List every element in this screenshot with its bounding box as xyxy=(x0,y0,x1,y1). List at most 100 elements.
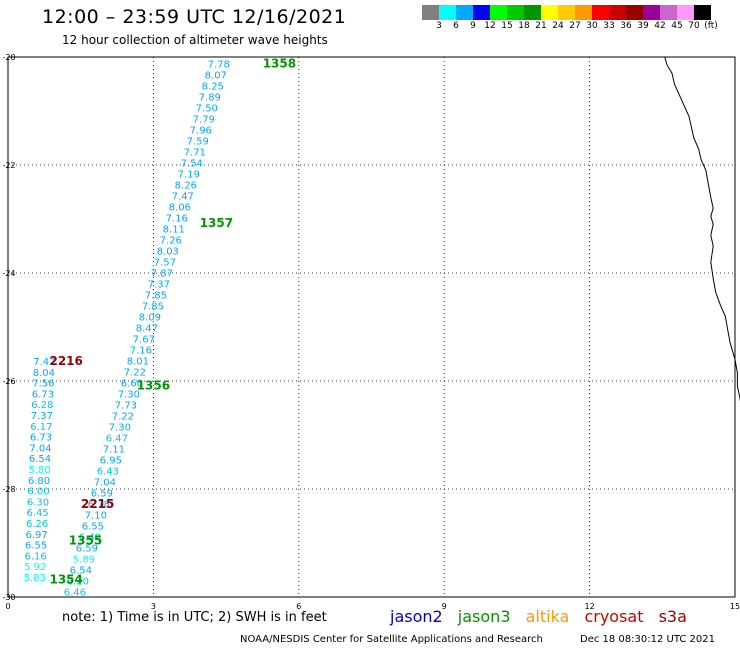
color-scale-label: 42 xyxy=(654,21,666,31)
wave-height-value: 6.47 xyxy=(106,434,128,445)
color-scale-label: 18 xyxy=(518,21,530,31)
wave-height-value: 6.59 xyxy=(91,489,113,500)
y-tick-label: -26 xyxy=(2,377,15,386)
legend-altika: altika xyxy=(525,607,570,626)
x-tick-label: 3 xyxy=(151,602,156,611)
wave-height-value: 7.10 xyxy=(85,511,107,522)
pass-number-label: 2215 xyxy=(81,497,114,511)
satellite-legend: jason2 jason3 altika cryosat s3a xyxy=(390,607,697,626)
axis-ticks: 0 3 6 9 12 15 -20 -22 -24 -26 -28 -30 xyxy=(2,53,740,611)
wave-height-value: 7.87 xyxy=(151,269,173,280)
color-swatch xyxy=(660,5,677,20)
wave-height-value: 5.89 xyxy=(73,555,95,566)
wave-height-value: 8.03 xyxy=(157,247,179,258)
wave-height-value: 7.96 xyxy=(190,126,212,137)
wave-height-value: 5.83 xyxy=(24,573,46,584)
color-scale-label: (ft) xyxy=(704,21,718,31)
color-swatch xyxy=(592,5,609,20)
wave-height-value: 6.80 xyxy=(28,476,50,487)
wave-height-value: 7.73 xyxy=(115,401,137,412)
wave-height-value: 7.47 xyxy=(172,192,194,203)
wave-height-value: 7.22 xyxy=(112,412,134,423)
color-swatch xyxy=(575,5,592,20)
wave-height-value: 7.42 xyxy=(33,357,55,368)
wave-height-value: 8.26 xyxy=(175,181,197,192)
pass-number-label: 2216 xyxy=(49,354,82,368)
x-tick-label: 12 xyxy=(585,602,595,611)
wave-height-value: 5.92 xyxy=(24,562,46,573)
wave-height-value: 7.19 xyxy=(178,170,200,181)
wave-height-value: 6.73 xyxy=(32,389,54,400)
legend-jason3: jason3 xyxy=(457,607,511,626)
y-tick-label: -24 xyxy=(2,269,15,278)
x-tick-label: 0 xyxy=(5,602,10,611)
wave-height-value: 7.85 xyxy=(145,291,167,302)
wave-height-value: 8.04 xyxy=(33,368,55,379)
wave-height-value: 7.22 xyxy=(124,368,146,379)
color-scale-label: 12 xyxy=(484,21,496,31)
color-scale-label: 27 xyxy=(569,21,581,31)
wave-height-value: 7.04 xyxy=(94,478,116,489)
y-tick-label: -20 xyxy=(2,53,15,62)
coastline xyxy=(664,56,740,402)
wave-height-value: 6.73 xyxy=(30,433,52,444)
wave-height-value: 7.56 xyxy=(32,379,54,390)
wave-height-value: 6.17 xyxy=(30,422,52,433)
wave-height-values: 7.788.078.257.897.507.797.967.597.717.54… xyxy=(24,60,230,599)
color-scale-label: 9 xyxy=(470,21,476,31)
color-scale-bar xyxy=(422,5,711,20)
color-scale-label: 45 xyxy=(671,21,683,31)
wave-height-value: 6.48 xyxy=(79,533,101,544)
wave-height-value: 7.67 xyxy=(133,335,155,346)
wave-height-value: 6.16 xyxy=(24,551,46,562)
color-swatch xyxy=(439,5,456,20)
wave-height-value: 6.45 xyxy=(26,508,48,519)
color-scale-label: 21 xyxy=(535,21,547,31)
legend-s3a: s3a xyxy=(658,607,687,626)
wave-height-value: 6.00 xyxy=(27,487,49,498)
color-swatch xyxy=(626,5,643,20)
y-tick-label: -22 xyxy=(2,161,15,170)
wave-height-value: 7.04 xyxy=(29,443,51,454)
y-tick-label: -28 xyxy=(2,485,15,494)
wave-height-value: 6.43 xyxy=(97,467,119,478)
color-swatch xyxy=(490,5,507,20)
color-scale-label: 36 xyxy=(620,21,632,31)
wave-height-value: 6.60 xyxy=(121,379,143,390)
wave-height-value: 7.59 xyxy=(187,137,209,148)
pass-number-label: 1356 xyxy=(137,378,170,392)
legend-jason2: jason2 xyxy=(390,607,443,626)
color-swatch xyxy=(524,5,541,20)
wave-height-value: 6.59 xyxy=(76,544,98,555)
pass-number-label: 1355 xyxy=(69,533,102,547)
color-scale-label: 15 xyxy=(501,21,513,31)
wave-height-value: 7.50 xyxy=(196,104,218,115)
color-scale-label: 6 xyxy=(453,21,459,31)
color-swatch xyxy=(694,5,711,20)
color-swatch xyxy=(558,5,575,20)
wave-height-value: 7.37 xyxy=(31,411,53,422)
wave-height-value: 6.26 xyxy=(26,519,48,530)
wave-height-value: 6.30 xyxy=(27,497,49,508)
color-scale-label: 24 xyxy=(552,21,564,31)
map-subtitle: 12 hour collection of altimeter wave hei… xyxy=(62,33,328,47)
pass-number-label: 1358 xyxy=(263,57,296,71)
legend-cryosat: cryosat xyxy=(584,607,644,626)
wave-height-value: 6.78 xyxy=(88,500,110,511)
wave-height-value: 7.16 xyxy=(166,214,188,225)
wave-height-value: 8.25 xyxy=(202,82,224,93)
wave-height-value: 8.11 xyxy=(163,225,185,236)
wave-height-value: 8.01 xyxy=(127,357,149,368)
wave-height-value: 7.89 xyxy=(199,93,221,104)
wave-height-value: 6.55 xyxy=(25,541,47,552)
color-swatch xyxy=(473,5,490,20)
color-scale-label: 30 xyxy=(586,21,598,31)
wave-height-value: 6.20 xyxy=(67,577,89,588)
wave-height-value: 7.79 xyxy=(193,115,215,126)
timestamp: Dec 18 08:30:12 UTC 2021 xyxy=(580,634,715,645)
wave-height-value: 7.16 xyxy=(130,346,152,357)
wave-height-value: 8.07 xyxy=(205,71,227,82)
wave-height-value: 8.47 xyxy=(136,324,158,335)
wave-height-value: 6.28 xyxy=(31,400,53,411)
